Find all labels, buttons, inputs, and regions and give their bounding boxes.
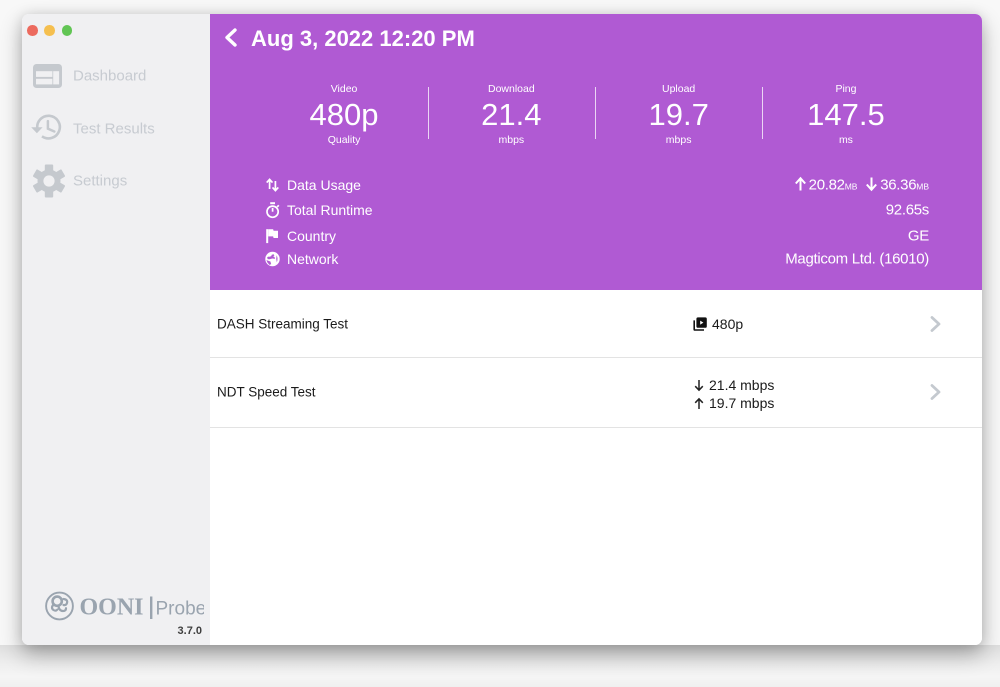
svg-text:OONI: OONI	[80, 595, 144, 621]
svg-text:Probe: Probe	[156, 599, 205, 620]
